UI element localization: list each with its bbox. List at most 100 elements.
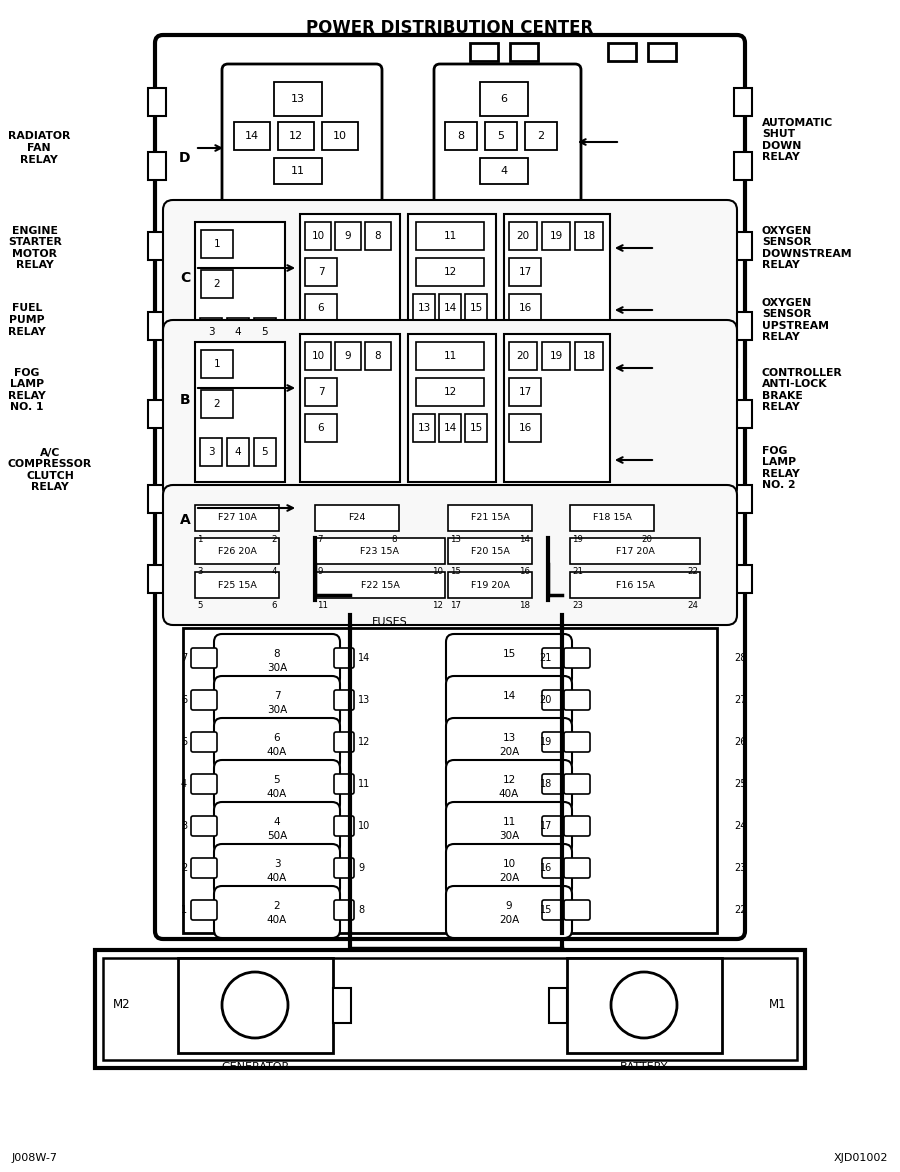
FancyBboxPatch shape [334, 774, 354, 793]
Bar [148, 400, 166, 428]
Text: F22 15A: F22 15A [361, 580, 400, 590]
FancyBboxPatch shape [564, 690, 590, 710]
Text: 19: 19 [549, 350, 562, 361]
Bar [648, 43, 676, 61]
FancyBboxPatch shape [214, 676, 340, 728]
Bar [465, 414, 487, 442]
Text: 30A: 30A [499, 831, 519, 841]
Text: 14: 14 [245, 131, 259, 141]
Text: 24: 24 [687, 601, 698, 611]
Text: 3: 3 [274, 859, 280, 868]
FancyBboxPatch shape [542, 732, 562, 752]
Bar [509, 294, 541, 322]
Text: 2: 2 [213, 398, 220, 409]
Text: F17 20A: F17 20A [616, 546, 654, 556]
Text: 20: 20 [517, 350, 529, 361]
Text: 50A: 50A [267, 831, 287, 841]
FancyBboxPatch shape [446, 676, 572, 728]
Bar [365, 222, 391, 250]
Bar [181, 218, 719, 360]
Text: POWER DISTRIBUTION CENTER: POWER DISTRIBUTION CENTER [306, 19, 594, 38]
FancyBboxPatch shape [163, 200, 737, 379]
Text: 15: 15 [450, 567, 461, 577]
Text: 8: 8 [358, 905, 365, 915]
Text: 18: 18 [540, 779, 552, 789]
Text: 8: 8 [392, 534, 397, 544]
Text: FOG
LAMP
RELAY
NO. 2: FOG LAMP RELAY NO. 2 [762, 445, 800, 490]
Text: 14: 14 [502, 691, 516, 701]
Bar [315, 572, 445, 598]
Text: 14: 14 [519, 534, 530, 544]
Bar [480, 158, 528, 184]
Circle shape [611, 972, 677, 1038]
Bar [148, 88, 166, 116]
Bar [195, 572, 279, 598]
Text: 25: 25 [734, 779, 746, 789]
Text: XJD01002: XJD01002 [833, 1153, 888, 1163]
Text: F16 15A: F16 15A [616, 580, 654, 590]
Text: 7: 7 [318, 267, 324, 277]
Bar [542, 342, 570, 370]
Text: FUEL
PUMP
RELAY: FUEL PUMP RELAY [8, 304, 46, 336]
Bar [509, 258, 541, 286]
Bar [480, 82, 528, 116]
Text: 13: 13 [450, 534, 461, 544]
Text: 18: 18 [582, 231, 596, 241]
FancyBboxPatch shape [191, 816, 217, 836]
Bar [181, 503, 719, 607]
Text: 19: 19 [540, 737, 552, 747]
Text: 7: 7 [317, 534, 322, 544]
Bar [416, 222, 484, 250]
Bar [234, 122, 270, 150]
Text: 19: 19 [572, 534, 583, 544]
Text: 9: 9 [345, 231, 351, 241]
FancyBboxPatch shape [334, 858, 354, 878]
Bar [178, 958, 333, 1052]
Bar [300, 214, 400, 362]
FancyBboxPatch shape [214, 844, 340, 897]
Text: 9: 9 [317, 567, 322, 577]
Text: CONTROLLER
ANTI-LOCK
BRAKE
RELAY: CONTROLLER ANTI-LOCK BRAKE RELAY [762, 368, 842, 413]
FancyBboxPatch shape [564, 816, 590, 836]
Bar [567, 958, 722, 1052]
Text: 15: 15 [502, 649, 516, 659]
Bar [734, 565, 752, 593]
Bar [570, 505, 654, 531]
Text: 11: 11 [291, 166, 305, 176]
Text: 6: 6 [500, 94, 508, 104]
Text: 13: 13 [418, 304, 430, 313]
Bar [575, 342, 603, 370]
Text: 20A: 20A [499, 873, 519, 883]
Bar [408, 214, 496, 362]
Text: 8: 8 [374, 350, 382, 361]
Text: 17: 17 [450, 601, 461, 611]
Text: 2: 2 [274, 901, 280, 911]
Text: 22: 22 [734, 905, 746, 915]
Text: 23: 23 [734, 863, 746, 873]
Bar [300, 334, 400, 482]
Bar [509, 342, 537, 370]
Text: D: D [179, 151, 191, 165]
Text: B: B [180, 393, 190, 407]
Text: 7: 7 [181, 653, 187, 663]
Text: 17: 17 [518, 267, 532, 277]
Text: 1: 1 [213, 239, 220, 248]
Text: 19: 19 [549, 231, 562, 241]
Text: 2: 2 [537, 131, 544, 141]
Text: 24: 24 [734, 822, 746, 831]
Text: 18: 18 [582, 350, 596, 361]
Text: 3: 3 [208, 327, 214, 338]
Bar [227, 318, 249, 346]
FancyBboxPatch shape [542, 648, 562, 668]
Bar [734, 312, 752, 340]
Bar [734, 400, 752, 428]
Text: 11: 11 [358, 779, 370, 789]
FancyBboxPatch shape [214, 634, 340, 686]
Bar [200, 318, 222, 346]
Bar [148, 485, 166, 513]
FancyBboxPatch shape [214, 802, 340, 854]
Text: 16: 16 [518, 304, 532, 313]
Text: F21 15A: F21 15A [471, 513, 509, 523]
Text: C: C [180, 271, 190, 285]
Text: 5: 5 [274, 775, 280, 785]
